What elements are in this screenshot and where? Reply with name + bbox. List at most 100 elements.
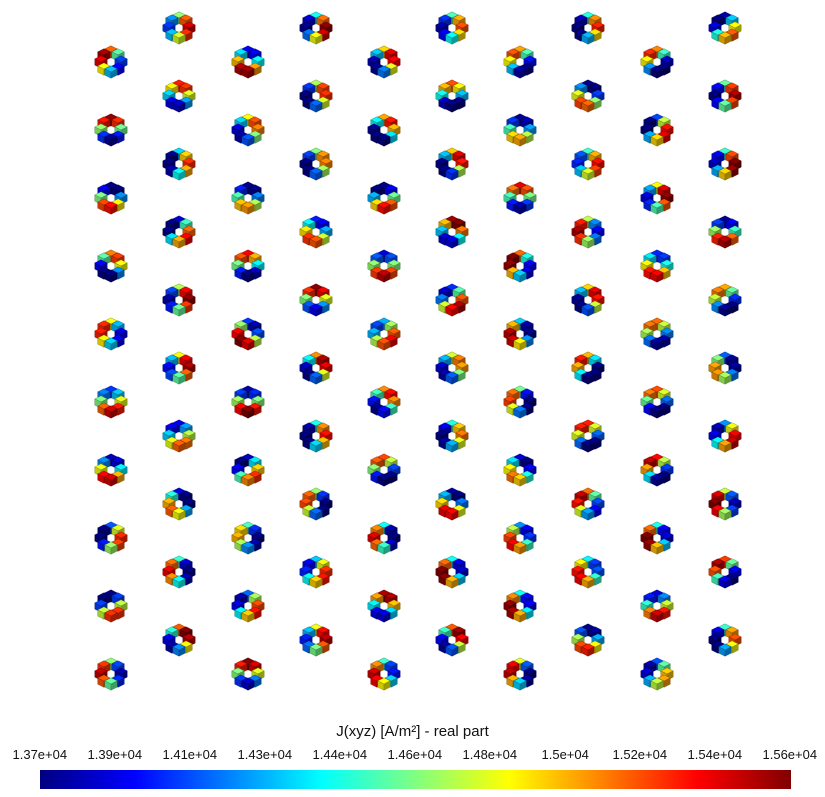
conductor-ring	[708, 283, 742, 317]
colorbar: J(xyz) [A/m²] - real part 1.37e+04 1.39e+…	[0, 705, 825, 797]
conductor-ring	[503, 45, 537, 79]
conductor-ring	[94, 385, 128, 419]
conductor-ring	[708, 487, 742, 521]
conductor-ring	[708, 419, 742, 453]
conductor-ring	[162, 419, 196, 453]
conductor-ring	[708, 623, 742, 657]
conductor-ring	[640, 385, 674, 419]
conductor-ring	[708, 215, 742, 249]
conductor-ring	[708, 147, 742, 181]
conductor-ring	[708, 555, 742, 589]
conductor-ring	[503, 181, 537, 215]
conductor-ring	[299, 487, 333, 521]
conductor-ring	[231, 45, 265, 79]
conductor-ring	[571, 11, 605, 45]
conductor-ring	[640, 657, 674, 691]
conductor-ring	[162, 351, 196, 385]
colorbar-tick-label: 1.46e+04	[387, 747, 443, 762]
colorbar-tick-label: 1.48e+04	[462, 747, 518, 762]
conductor-ring	[231, 453, 265, 487]
conductor-ring	[435, 487, 469, 521]
colorbar-tick-label: 1.52e+04	[612, 747, 668, 762]
conductor-ring	[571, 419, 605, 453]
colorbar-tick-label: 1.37e+04	[12, 747, 68, 762]
conductor-ring	[162, 555, 196, 589]
conductor-ring	[367, 45, 401, 79]
conductor-ring	[367, 657, 401, 691]
conductor-ring	[299, 147, 333, 181]
conductor-ring	[708, 11, 742, 45]
conductor-ring	[503, 385, 537, 419]
conductor-ring	[435, 555, 469, 589]
conductor-ring	[367, 589, 401, 623]
conductor-ring	[503, 453, 537, 487]
conductor-ring	[299, 351, 333, 385]
conductor-ring	[162, 487, 196, 521]
conductor-ring	[435, 79, 469, 113]
conductor-ring	[299, 419, 333, 453]
conductor-ring	[367, 317, 401, 351]
conductor-ring	[367, 521, 401, 555]
conductor-ring	[94, 657, 128, 691]
colorbar-tick-label: 1.41e+04	[162, 747, 218, 762]
conductor-ring	[640, 45, 674, 79]
conductor-ring	[503, 317, 537, 351]
current-density-field	[94, 11, 742, 691]
conductor-ring	[435, 11, 469, 45]
conductor-ring	[231, 657, 265, 691]
conductor-ring	[94, 249, 128, 283]
conductor-ring	[94, 317, 128, 351]
conductor-ring	[503, 521, 537, 555]
colorbar-tick-label: 1.56e+04	[762, 747, 818, 762]
conductor-ring	[231, 249, 265, 283]
conductor-ring	[94, 521, 128, 555]
conductor-ring	[162, 215, 196, 249]
conductor-ring	[367, 249, 401, 283]
conductor-ring	[640, 249, 674, 283]
colorbar-tick-labels: 1.37e+04 1.39e+04 1.41e+04 1.43e+04 1.44e+04…	[0, 747, 825, 765]
conductor-ring	[299, 555, 333, 589]
conductor-ring	[640, 113, 674, 147]
colorbar-title: J(xyz) [A/m²] - real part	[336, 723, 489, 740]
conductor-ring	[571, 215, 605, 249]
conductor-ring	[94, 113, 128, 147]
conductor-ring	[299, 215, 333, 249]
conductor-ring	[503, 657, 537, 691]
conductor-ring	[162, 623, 196, 657]
conductor-ring	[231, 385, 265, 419]
conductor-ring	[299, 623, 333, 657]
conductor-ring	[94, 181, 128, 215]
conductor-ring	[435, 215, 469, 249]
conductor-ring	[708, 79, 742, 113]
colorbar-tick-label: 1.54e+04	[687, 747, 743, 762]
conductor-ring	[571, 555, 605, 589]
colorbar-gradient	[40, 770, 791, 789]
conductor-ring	[571, 351, 605, 385]
conductor-ring	[435, 147, 469, 181]
conductor-ring	[640, 181, 674, 215]
conductor-ring	[367, 113, 401, 147]
conductor-ring	[231, 589, 265, 623]
conductor-ring	[367, 181, 401, 215]
conductor-ring	[231, 521, 265, 555]
conductor-ring	[231, 317, 265, 351]
conductor-ring	[367, 453, 401, 487]
conductor-ring	[640, 317, 674, 351]
conductor-ring	[571, 487, 605, 521]
colorbar-tick-label: 1.43e+04	[237, 747, 293, 762]
conductor-ring	[435, 419, 469, 453]
conductor-ring	[299, 11, 333, 45]
colorbar-tick-label: 1.39e+04	[87, 747, 143, 762]
conductor-ring	[299, 283, 333, 317]
conductor-ring	[299, 79, 333, 113]
conductor-ring	[571, 147, 605, 181]
conductor-ring	[571, 79, 605, 113]
conductor-ring	[640, 521, 674, 555]
conductor-ring	[640, 453, 674, 487]
colorbar-tick-label: 1.5e+04	[541, 747, 589, 762]
conductor-ring	[162, 283, 196, 317]
conductor-ring	[162, 147, 196, 181]
conductor-ring	[231, 181, 265, 215]
conductor-ring	[94, 589, 128, 623]
conductor-ring	[162, 79, 196, 113]
